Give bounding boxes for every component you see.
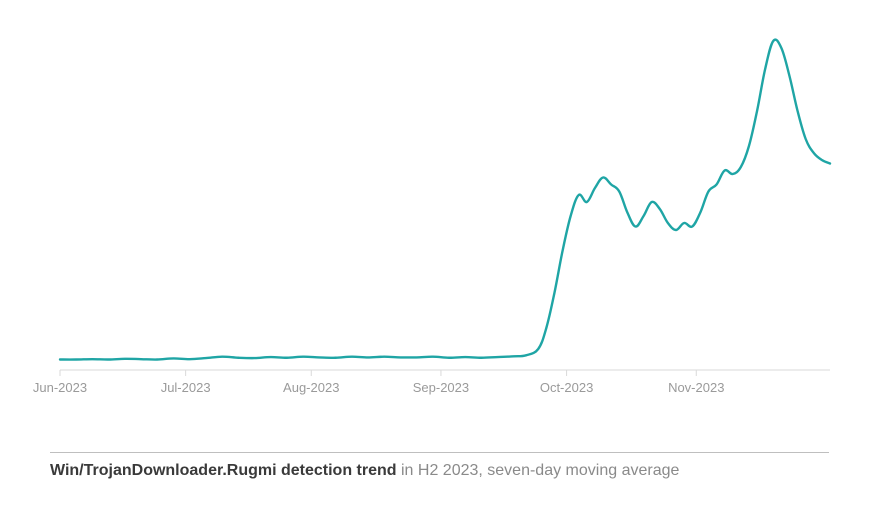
x-tick-label: Aug-2023 (283, 380, 339, 395)
x-axis-tick-labels: Jun-2023 Jul-2023 Aug-2023 Sep-2023 Oct-2023… (0, 0, 879, 430)
chart-caption: Win/TrojanDownloader.Rugmi detection tre… (50, 452, 829, 482)
caption-rest: in H2 2023, seven-day moving average (397, 462, 680, 479)
x-tick-label: Oct-2023 (540, 380, 593, 395)
x-tick-label: Jun-2023 (33, 380, 87, 395)
caption-text: Win/TrojanDownloader.Rugmi detection tre… (50, 461, 829, 482)
x-tick-label: Jul-2023 (161, 380, 211, 395)
caption-bold: Win/TrojanDownloader.Rugmi detection tre… (50, 462, 397, 479)
x-tick-label: Nov-2023 (668, 380, 724, 395)
caption-divider (50, 452, 829, 453)
x-tick-label: Sep-2023 (413, 380, 469, 395)
